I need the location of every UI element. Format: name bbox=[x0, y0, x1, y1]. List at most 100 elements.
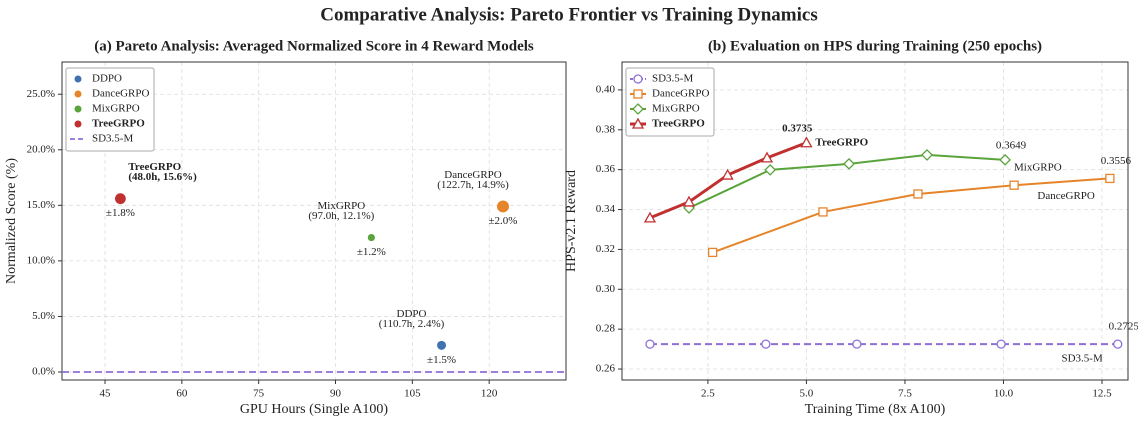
y-tick-label: 0.36 bbox=[596, 163, 616, 175]
y-tick-label: 20.0% bbox=[27, 143, 55, 155]
legend-marker bbox=[633, 74, 643, 84]
marker bbox=[1009, 180, 1019, 190]
legend-label: SD3.5-M bbox=[92, 133, 133, 145]
plot-frame bbox=[61, 61, 567, 381]
point-name: MixGRPO bbox=[318, 200, 366, 212]
legend-swatch bbox=[74, 120, 82, 128]
x-tick-label: 10.0 bbox=[994, 388, 1014, 400]
y-tick-label: 0.38 bbox=[596, 123, 616, 135]
end-value-label: 0.2725 bbox=[1109, 321, 1138, 333]
x-axis-label: Training Time (8x A100) bbox=[805, 402, 946, 417]
marker bbox=[760, 151, 774, 163]
end-value-label: 0.3735 bbox=[782, 122, 813, 134]
marker bbox=[707, 247, 718, 258]
legend: DDPO DanceGRPO MixGRPO TreeGRPO SD3.5-M bbox=[65, 67, 155, 152]
point-annotation: (97.0h, 12.1%) bbox=[308, 210, 374, 222]
y-tick-label: 0.26 bbox=[596, 363, 616, 375]
error-label: ±1.8% bbox=[106, 207, 135, 219]
series-end-name: MixGRPO bbox=[1014, 161, 1062, 173]
marker bbox=[682, 195, 696, 207]
marker bbox=[761, 339, 771, 349]
error-label: ±2.0% bbox=[489, 215, 518, 227]
marker bbox=[800, 136, 813, 148]
x-tick-label: 60 bbox=[176, 388, 188, 400]
x-tick-label: 90 bbox=[330, 388, 342, 400]
x-axis-label: GPU Hours (Single A100) bbox=[240, 402, 389, 417]
legend-box bbox=[625, 67, 715, 137]
point bbox=[497, 200, 509, 213]
point bbox=[367, 233, 375, 242]
legend-label: DanceGRPO bbox=[652, 88, 709, 100]
point-name: TreeGRPO bbox=[128, 161, 181, 173]
legend-marker bbox=[631, 117, 645, 129]
end-value-label: 0.3556 bbox=[1101, 155, 1132, 167]
x-tick-label: 7.5 bbox=[898, 388, 912, 400]
end-value-label: 0.3649 bbox=[996, 139, 1027, 151]
x-tick-label: 75 bbox=[253, 388, 265, 400]
marker bbox=[843, 157, 855, 170]
subplot-title: (b) Evaluation on HPS during Training (2… bbox=[708, 38, 1042, 54]
y-tick-label: 25.0% bbox=[27, 88, 55, 100]
point-annotation: (110.7h, 2.4%) bbox=[379, 318, 445, 330]
legend-swatch bbox=[74, 75, 82, 83]
legend-marker bbox=[633, 89, 643, 99]
legend-marker bbox=[632, 103, 644, 115]
y-axis-label: HPS-v2.1 Reward bbox=[564, 170, 579, 272]
legend-label: MixGRPO bbox=[652, 103, 700, 115]
marker bbox=[996, 339, 1006, 349]
legend-label: DDPO bbox=[92, 73, 122, 85]
y-tick-label: 0.0% bbox=[32, 366, 55, 378]
marker bbox=[1105, 173, 1115, 184]
series-end-name: SD3.5-M bbox=[1061, 353, 1102, 365]
y-tick-label: 0.32 bbox=[596, 243, 615, 255]
y-tick-label: 0.30 bbox=[596, 283, 616, 295]
point-annotation: (48.0h, 15.6%) bbox=[128, 171, 197, 183]
point bbox=[114, 193, 126, 205]
x-tick-label: 5.0 bbox=[800, 388, 814, 400]
legend-swatch bbox=[74, 90, 82, 98]
marker bbox=[764, 163, 777, 176]
marker bbox=[643, 211, 657, 223]
point-name: DDPO bbox=[397, 308, 427, 320]
y-tick-label: 0.34 bbox=[596, 203, 616, 215]
marker bbox=[852, 339, 862, 349]
y-tick-label: 0.40 bbox=[596, 83, 616, 95]
y-tick-label: 15.0% bbox=[27, 199, 55, 211]
y-tick-label: 5.0% bbox=[32, 310, 55, 322]
marker bbox=[921, 148, 933, 161]
series-end-name: DanceGRPO bbox=[1037, 190, 1094, 202]
marker bbox=[913, 189, 923, 199]
point-annotation: (122.7h, 14.9%) bbox=[437, 179, 509, 191]
legend-box bbox=[65, 67, 155, 152]
y-axis-label: Normalized Score (%) bbox=[4, 158, 19, 284]
legend-swatch bbox=[74, 105, 82, 113]
legend-label: MixGRPO bbox=[92, 103, 140, 115]
x-tick-label: 120 bbox=[481, 388, 498, 400]
series-line bbox=[649, 141, 807, 220]
marker bbox=[818, 207, 828, 217]
subplot-title: (a) Pareto Analysis: Averaged Normalized… bbox=[94, 38, 534, 54]
marker bbox=[999, 153, 1011, 166]
legend-label: TreeGRPO bbox=[652, 118, 705, 130]
x-tick-label: 45 bbox=[100, 388, 112, 400]
y-tick-label: 0.28 bbox=[596, 323, 616, 335]
y-tick-label: 10.0% bbox=[27, 254, 55, 266]
marker bbox=[1113, 339, 1123, 349]
legend-label: SD3.5-M bbox=[652, 73, 693, 85]
legend-label: DanceGRPO bbox=[92, 88, 149, 100]
series-end-name: TreeGRPO bbox=[815, 136, 868, 148]
x-tick-label: 105 bbox=[404, 388, 421, 400]
marker bbox=[721, 168, 734, 180]
point bbox=[437, 340, 447, 350]
error-label: ±1.5% bbox=[427, 354, 456, 366]
plot-frame bbox=[621, 61, 1129, 381]
x-tick-label: 12.5 bbox=[1092, 388, 1112, 400]
legend: SD3.5-M DanceGRPO MixGRPO TreeGRPO bbox=[625, 67, 715, 137]
legend-label: TreeGRPO bbox=[92, 118, 145, 130]
x-tick-label: 2.5 bbox=[701, 388, 715, 400]
point-name: DanceGRPO bbox=[444, 169, 501, 181]
error-label: ±1.2% bbox=[357, 246, 386, 258]
figure-title: Comparative Analysis: Pareto Frontier vs… bbox=[320, 4, 818, 25]
marker bbox=[645, 339, 655, 349]
